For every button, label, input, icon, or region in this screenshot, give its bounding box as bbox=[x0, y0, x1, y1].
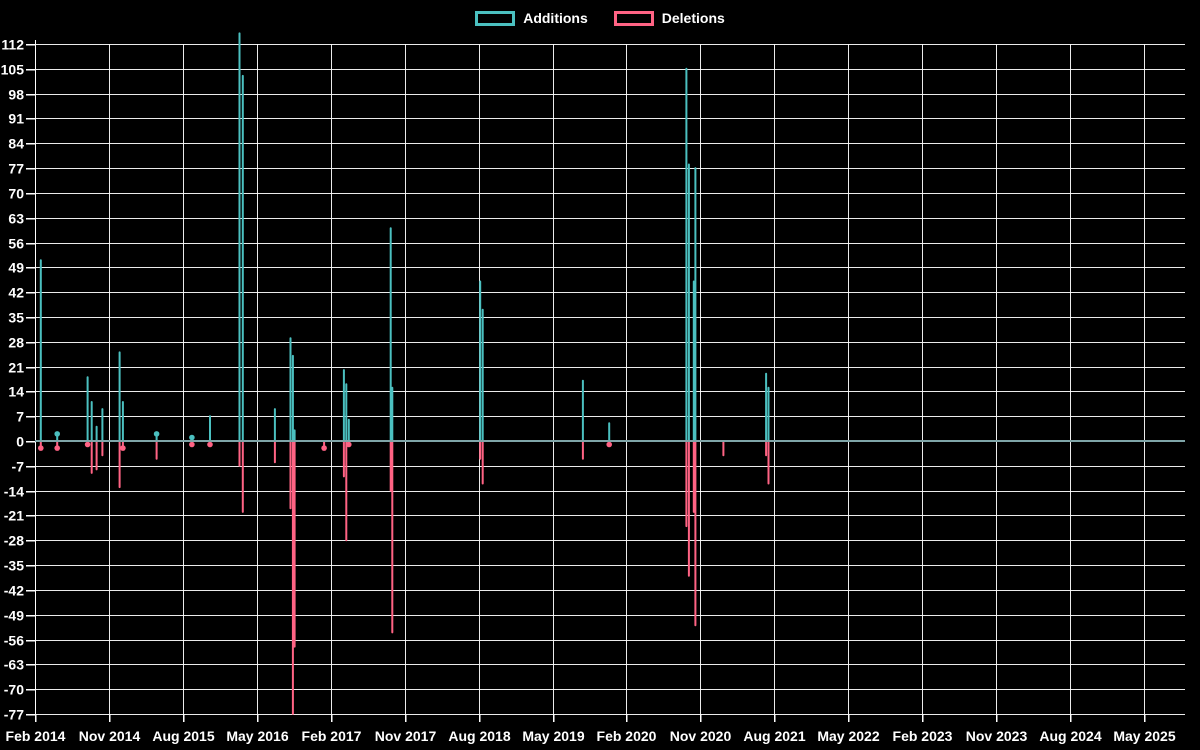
legend-item-additions[interactable]: Additions bbox=[475, 10, 588, 26]
gridlines bbox=[35, 44, 1185, 715]
svg-text:Feb 2017: Feb 2017 bbox=[302, 728, 362, 744]
svg-text:112: 112 bbox=[1, 37, 24, 53]
svg-text:Nov 2020: Nov 2020 bbox=[670, 728, 732, 744]
svg-text:-28: -28 bbox=[4, 533, 24, 549]
svg-text:56: 56 bbox=[8, 236, 24, 252]
svg-text:Feb 2020: Feb 2020 bbox=[597, 728, 657, 744]
svg-text:May 2016: May 2016 bbox=[226, 728, 288, 744]
y-axis-labels: 1121059891847770635649423528211470-7-14-… bbox=[1, 37, 25, 723]
svg-text:Aug 2015: Aug 2015 bbox=[152, 728, 214, 744]
svg-text:-77: -77 bbox=[4, 707, 24, 723]
svg-text:77: 77 bbox=[8, 161, 24, 177]
svg-text:84: 84 bbox=[8, 136, 24, 152]
svg-text:35: 35 bbox=[8, 310, 24, 326]
svg-text:21: 21 bbox=[8, 360, 24, 376]
svg-text:-14: -14 bbox=[4, 484, 24, 500]
svg-text:91: 91 bbox=[8, 111, 24, 127]
svg-text:-63: -63 bbox=[4, 657, 24, 673]
svg-text:Aug 2021: Aug 2021 bbox=[743, 728, 805, 744]
svg-text:Feb 2023: Feb 2023 bbox=[893, 728, 953, 744]
svg-text:0: 0 bbox=[16, 434, 24, 450]
svg-text:-35: -35 bbox=[4, 558, 24, 574]
additions-legend-label: Additions bbox=[523, 10, 588, 26]
chart-legend: Additions Deletions bbox=[0, 6, 1200, 30]
x-axis-labels: Feb 2014 Nov 2014 Aug 2015 May 2016 Feb 2017… bbox=[6, 728, 1176, 744]
svg-text:-42: -42 bbox=[4, 583, 24, 599]
svg-text:-70: -70 bbox=[4, 682, 24, 698]
svg-text:May 2019: May 2019 bbox=[522, 728, 584, 744]
deletions-legend-label: Deletions bbox=[661, 10, 725, 26]
svg-text:14: 14 bbox=[8, 384, 24, 400]
svg-text:63: 63 bbox=[8, 211, 24, 227]
svg-text:-21: -21 bbox=[4, 508, 24, 524]
svg-text:Aug 2024: Aug 2024 bbox=[1039, 728, 1101, 744]
deletions-swatch-icon bbox=[613, 10, 654, 26]
svg-text:70: 70 bbox=[8, 186, 24, 202]
svg-text:49: 49 bbox=[8, 260, 24, 276]
svg-text:-56: -56 bbox=[4, 633, 24, 649]
point-markers bbox=[38, 431, 612, 451]
legend-item-deletions[interactable]: Deletions bbox=[613, 10, 725, 26]
svg-text:98: 98 bbox=[8, 87, 24, 103]
svg-text:Feb 2014: Feb 2014 bbox=[6, 728, 66, 744]
svg-text:Aug 2018: Aug 2018 bbox=[448, 728, 510, 744]
svg-text:105: 105 bbox=[1, 62, 25, 78]
tick-marks bbox=[26, 43, 1146, 722]
svg-text:Nov 2023: Nov 2023 bbox=[966, 728, 1028, 744]
svg-text:Nov 2017: Nov 2017 bbox=[375, 728, 437, 744]
svg-text:Nov 2014: Nov 2014 bbox=[79, 728, 141, 744]
svg-text:May 2025: May 2025 bbox=[1113, 728, 1175, 744]
svg-text:7: 7 bbox=[16, 409, 24, 425]
svg-text:-7: -7 bbox=[12, 459, 25, 475]
svg-text:42: 42 bbox=[8, 285, 24, 301]
svg-text:May 2022: May 2022 bbox=[817, 728, 879, 744]
svg-text:28: 28 bbox=[8, 335, 24, 351]
additions-swatch-icon bbox=[475, 10, 516, 26]
svg-text:-49: -49 bbox=[4, 608, 24, 624]
